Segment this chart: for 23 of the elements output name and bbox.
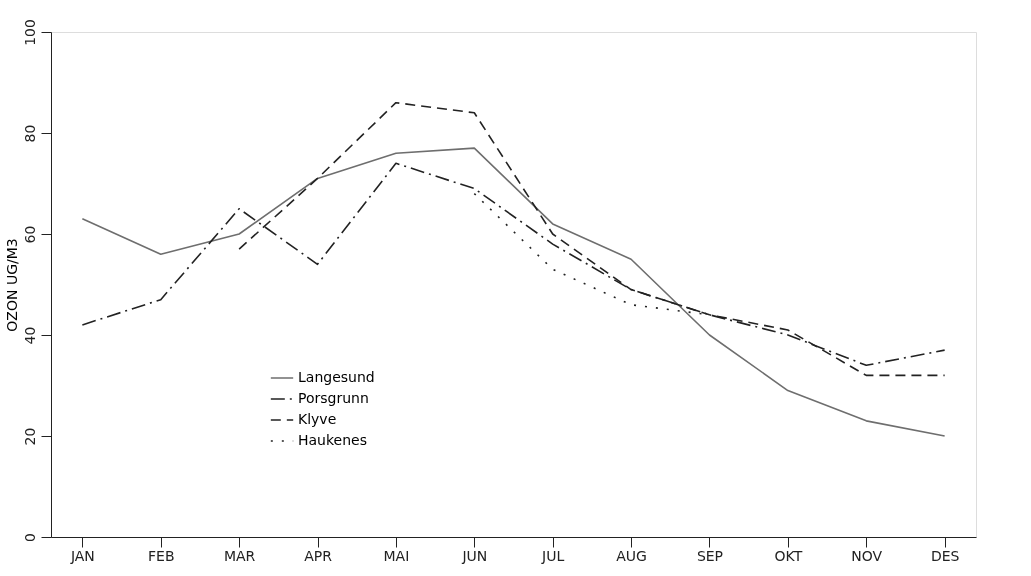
y-tick-label: 60	[21, 225, 38, 244]
x-tick-label: NOV	[851, 547, 883, 564]
x-tick-label: APR	[304, 547, 333, 564]
y-tick-label: 40	[21, 326, 38, 345]
y-tick-label: 80	[21, 124, 38, 143]
legend-label: Porsgrunn	[298, 390, 369, 406]
x-tick-label: MAI	[383, 547, 410, 564]
x-tick-label: JUL	[541, 547, 565, 564]
legend-label: Langesund	[298, 369, 375, 385]
legend-label: Haukenes	[298, 432, 367, 448]
legend-label: Klyve	[298, 411, 337, 427]
x-tick-label: FEB	[147, 547, 175, 564]
x-tick-label: JAN	[69, 547, 95, 564]
x-tick-label: SEP	[696, 547, 724, 564]
x-tick-label: MAR	[223, 547, 256, 564]
x-tick-label: JUN	[461, 547, 488, 564]
x-tick-label: AUG	[616, 547, 647, 564]
x-tick-label: OKT	[774, 547, 803, 564]
y-tick-label: 0	[21, 533, 38, 542]
y-tick-label: 100	[21, 19, 38, 46]
y-axis-title: OZON UG/M3	[3, 238, 20, 332]
x-tick-label: DES	[930, 547, 960, 564]
y-tick-label: 20	[21, 427, 38, 446]
